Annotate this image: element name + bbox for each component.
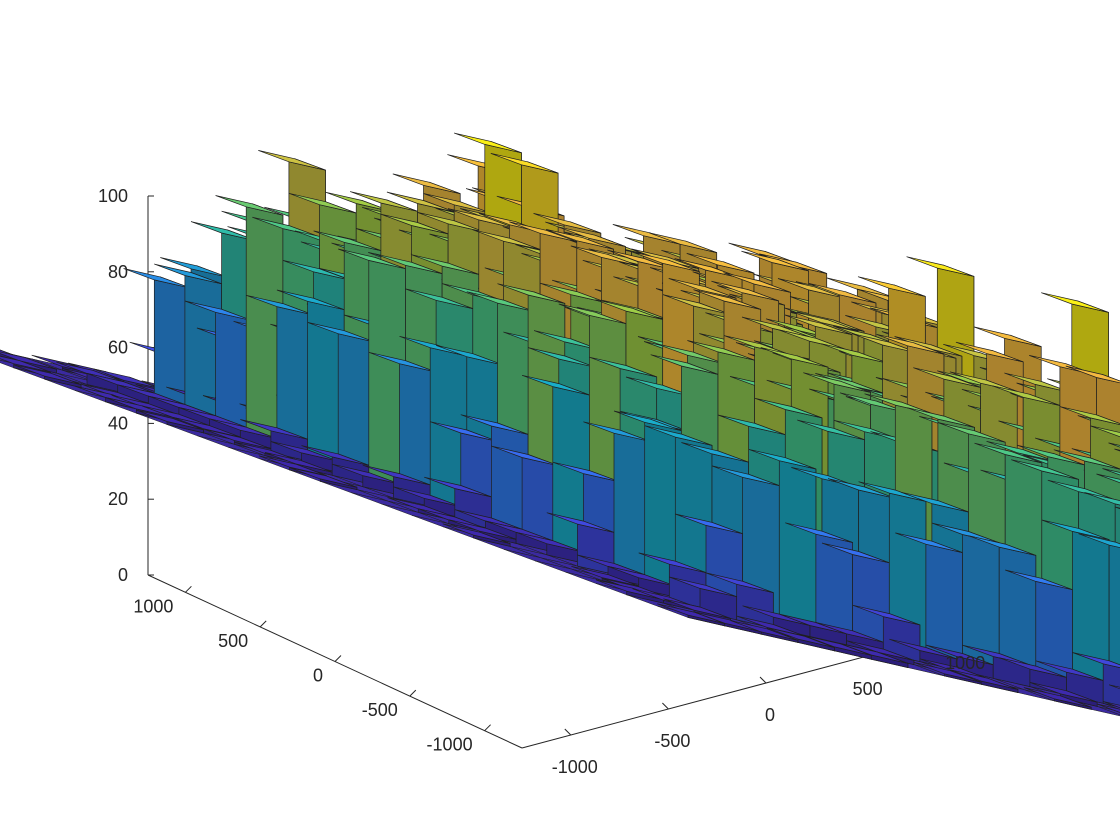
histogram-bar [13, 364, 82, 389]
histogram-bar [607, 566, 676, 598]
x-tick [662, 702, 669, 710]
histogram-bar [1115, 506, 1120, 510]
histogram-bar [215, 195, 284, 448]
y-tick-label: -1000 [427, 735, 473, 755]
histogram-bar [332, 463, 400, 496]
bars [0, 132, 1120, 713]
histogram-bar [931, 522, 1000, 676]
histogram-bar [442, 523, 511, 547]
y-tick [409, 689, 417, 697]
histogram-bar [657, 603, 726, 627]
x-tick-label: 1000 [945, 653, 985, 673]
histogram-bar [1103, 701, 1120, 709]
histogram-bar [1108, 684, 1120, 690]
histogram-bar [821, 542, 890, 651]
y-tick-label: 0 [313, 666, 323, 686]
histogram-bar [1090, 425, 1120, 438]
histogram-bar [968, 535, 1037, 685]
histogram-bar [785, 522, 853, 643]
histogram-bar [289, 467, 358, 491]
histogram-bar [1023, 687, 1092, 710]
histogram-bar [270, 441, 339, 473]
x-tick-label: 0 [765, 705, 775, 725]
y-tick-label: 500 [218, 631, 248, 651]
histogram-bar [803, 635, 872, 660]
z-tick-label: 60 [108, 338, 128, 358]
histogram-bar [840, 643, 909, 669]
histogram-bar [852, 604, 921, 663]
y-tick [259, 620, 267, 628]
histogram-bar [767, 627, 835, 652]
histogram-bar [1114, 448, 1120, 452]
histogram-bar [779, 613, 847, 646]
histogram-bar [1078, 533, 1120, 704]
histogram-bar [742, 605, 811, 638]
histogram-bar [913, 662, 982, 685]
histogram-bar [748, 448, 817, 635]
histogram-bar [276, 289, 345, 470]
y-tick [484, 724, 491, 732]
histogram-bar [895, 532, 963, 668]
x-tick-label: 500 [853, 679, 883, 699]
x-tick [564, 728, 572, 736]
histogram-bar [86, 373, 155, 405]
histogram-bar [595, 579, 664, 604]
y-tick-label: 1000 [133, 596, 173, 616]
x-tick-label: -1000 [552, 757, 598, 777]
histogram-bar [246, 294, 314, 459]
histogram-bar [1102, 468, 1120, 476]
z-tick-label: 80 [108, 262, 128, 282]
y-tick [185, 585, 192, 593]
histogram-bar [705, 572, 774, 629]
y-tick-label: -500 [362, 700, 398, 720]
y-tick [334, 655, 342, 662]
x-tick-label: -500 [654, 731, 690, 751]
histogram-bar [1029, 682, 1098, 707]
histogram-bar [136, 409, 204, 434]
histogram-bar [515, 531, 584, 564]
histogram-bar [123, 268, 192, 414]
histogram-bar [307, 322, 376, 482]
histogram-bar [117, 384, 186, 417]
z-tick-label: 100 [98, 186, 128, 206]
histogram-bar [368, 351, 437, 504]
z-tick-label: 0 [118, 565, 128, 585]
histogram-bar [1108, 442, 1120, 448]
histogram-bar [583, 421, 652, 584]
histogram-bar [491, 445, 560, 550]
histogram-bar [1096, 473, 1120, 484]
histogram-bar [613, 410, 682, 595]
x-tick [759, 676, 767, 684]
histogram-bar [1096, 703, 1120, 713]
histogram-bar [950, 669, 1019, 694]
tick-labels: 0 20 40 60 80 100 -1000 -500 0 500 1000 -1000 -500 0 5… [98, 186, 985, 777]
z-tick-label: 40 [108, 413, 128, 433]
z-tick-label: 20 [108, 489, 128, 509]
